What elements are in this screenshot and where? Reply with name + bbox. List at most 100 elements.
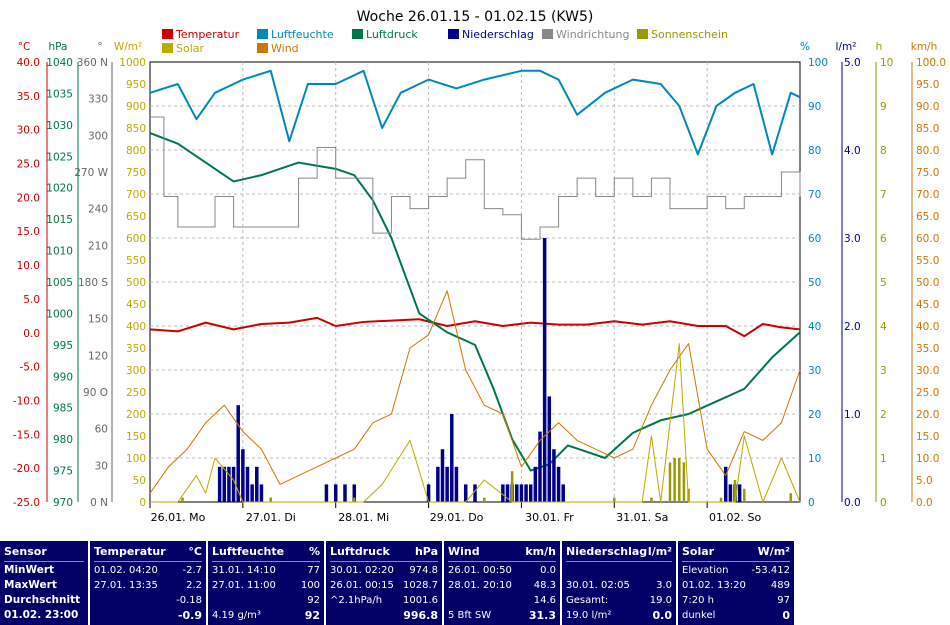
stats-temp-label: 27.01. 13:35 xyxy=(94,580,158,591)
stats-temp-value: -0.18 xyxy=(176,595,202,606)
stats-temp-title: Temperatur xyxy=(94,545,166,558)
pressure-axis-tick: 995 xyxy=(53,340,73,352)
sun-axis-tick: 1 xyxy=(880,453,887,465)
solar-axis-tick: 1000 xyxy=(119,57,146,69)
pressure-axis-tick: 1040 xyxy=(46,57,73,69)
series-niederschlag-bar xyxy=(436,466,440,502)
series-niederschlag-bar xyxy=(501,484,505,502)
temp-axis-tick: -5.0 xyxy=(20,362,41,374)
stats-hum-label: 27.01. 11:00 xyxy=(212,580,276,591)
wind-axis-tick: 10.0 xyxy=(916,453,939,465)
stats-label-min: MinWert xyxy=(4,564,55,576)
rain-axis-tick: 4.0 xyxy=(844,145,861,157)
weather-chart: Woche 26.01.15 - 01.02.15 (KW5) Temperat… xyxy=(13,9,946,524)
day-label: 31.01. Sa xyxy=(616,511,668,524)
stats-label-avg: Durchschnitt xyxy=(4,594,81,606)
wind-axis-tick: 75.0 xyxy=(916,167,939,179)
series-sonnenschein-bar xyxy=(483,497,486,502)
stats-wind-row: 28.01. 20:10 48.3 xyxy=(448,578,556,593)
pressure-axis-tick: 975 xyxy=(53,466,73,478)
series-niederschlag-bar xyxy=(528,484,533,502)
pressure-axis-tick: 990 xyxy=(53,371,73,383)
sun-axis-tick: 2 xyxy=(880,409,887,421)
stats-wind-row: 5 Bft SW 31.3 xyxy=(448,608,556,623)
temp-axis-tick: 10.0 xyxy=(17,260,40,272)
stats-solar-row: dunkel 0 xyxy=(682,608,790,623)
legend-swatch xyxy=(162,43,173,53)
series-sonnenschein-bar xyxy=(719,497,723,502)
direction-axis-tick: 150 xyxy=(88,314,108,326)
series-sonnenschein-bar xyxy=(678,458,681,502)
stats-wind-label: 5 Bft SW xyxy=(448,610,492,621)
stats-temp-label: 01.02. 04:20 xyxy=(94,565,158,576)
stats-solar-row: 01.02. 13:20 489 xyxy=(682,578,790,593)
legend-swatch xyxy=(257,29,268,39)
wind-axis-tick: 15.0 xyxy=(916,431,939,443)
stats-solar-row: Elevation -53.412 xyxy=(682,563,790,578)
temp-axis-tick: 40.0 xyxy=(17,57,40,69)
sun-axis-tick: 6 xyxy=(880,233,887,245)
stats-press-row: 30.01. 02:20 974.8 xyxy=(330,563,438,578)
stats-rain-value: 3.0 xyxy=(656,580,672,591)
stats-hum-value: 100 xyxy=(300,580,320,591)
stats-solar-header: Solar W/m² xyxy=(682,545,790,562)
legend-label: Luftdruck xyxy=(366,28,418,41)
pressure-axis-tick: 970 xyxy=(53,497,73,509)
series-niederschlag-bar xyxy=(515,484,519,502)
stats-solar-label: 7:20 h xyxy=(682,595,714,606)
stats-wind-label: 28.01. 20:10 xyxy=(448,580,512,591)
stats-hum-row: 92 xyxy=(212,593,320,608)
rain-axis-unit: l/m² xyxy=(836,41,857,53)
stats-rain-value: 19.0 xyxy=(649,595,672,606)
stats-press-label: ^2.1hPa/h xyxy=(330,595,383,606)
series-niederschlag-bar xyxy=(561,484,565,502)
legend-label: Niederschlag xyxy=(462,28,534,41)
stats-rain-label: 19.0 l/m² xyxy=(566,610,612,621)
series-niederschlag-bar xyxy=(426,484,431,502)
series-niederschlag-bar xyxy=(333,484,338,502)
temp-axis-tick: -20.0 xyxy=(13,463,40,475)
humidity-axis-tick: 60 xyxy=(808,233,821,245)
series-sonnenschein-bar xyxy=(613,497,616,502)
stats-rain-row: 30.01. 02:05 3.0 xyxy=(566,578,672,593)
solar-axis-tick: 600 xyxy=(126,233,146,245)
stats-rain-label: Gesamt: xyxy=(566,595,609,606)
humidity-axis-tick: 40 xyxy=(808,321,821,333)
pressure-axis-tick: 980 xyxy=(53,434,73,446)
pressure-axis-tick: 1000 xyxy=(46,308,73,320)
wind-axis-tick: 65.0 xyxy=(916,211,939,223)
series-windrichtung-line xyxy=(150,116,801,240)
temp-axis-tick: -15.0 xyxy=(13,429,40,441)
chart-title: Woche 26.01.15 - 01.02.15 (KW5) xyxy=(357,9,594,25)
series-niederschlag-bar xyxy=(227,466,231,502)
stats-wind-value: 48.3 xyxy=(533,580,556,591)
series-temperatur-line xyxy=(149,316,801,338)
legend-label: Luftfeuchte xyxy=(271,28,334,41)
sun-axis-tick: 7 xyxy=(880,189,887,201)
series-niederschlag-bar xyxy=(505,484,510,502)
series-niederschlag-bar xyxy=(473,484,477,502)
stats-hum-label: 31.01. 14:10 xyxy=(212,565,276,576)
wind-axis-tick: 70.0 xyxy=(916,189,939,201)
stats-sensor-header: Sensor xyxy=(4,545,84,562)
stats-temp-row: 01.02. 04:20 -2.7 xyxy=(94,563,202,578)
series-niederschlag-bar xyxy=(236,405,240,502)
series-niederschlag-bar xyxy=(723,466,728,502)
stats-wind-row: 14.6 xyxy=(448,593,556,608)
series-niederschlag-bar xyxy=(259,484,264,502)
stats-wind-row: 26.01. 00:50 0.0 xyxy=(448,563,556,578)
pressure-axis-tick: 1035 xyxy=(46,88,73,100)
series-niederschlag-bar xyxy=(250,484,254,502)
legend-swatch xyxy=(448,29,459,39)
temp-axis-tick: 20.0 xyxy=(17,192,40,204)
stats-rain-label: 30.01. 02:05 xyxy=(566,580,630,591)
stats-press-value: 1028.7 xyxy=(403,580,438,591)
series-sonnenschein-bar xyxy=(733,480,737,502)
wind-axis-tick: 45.0 xyxy=(916,299,939,311)
solar-axis-tick: 750 xyxy=(126,167,146,179)
direction-axis-tick: 90 O xyxy=(83,387,108,399)
statistics-table: Sensor MinWert MaxWert Durchschnitt 01.0… xyxy=(0,536,950,625)
stats-press-row: 26.01. 00:15 1028.7 xyxy=(330,578,438,593)
stats-wind-value: 14.6 xyxy=(533,595,556,606)
temp-axis-unit: °C xyxy=(18,41,31,53)
